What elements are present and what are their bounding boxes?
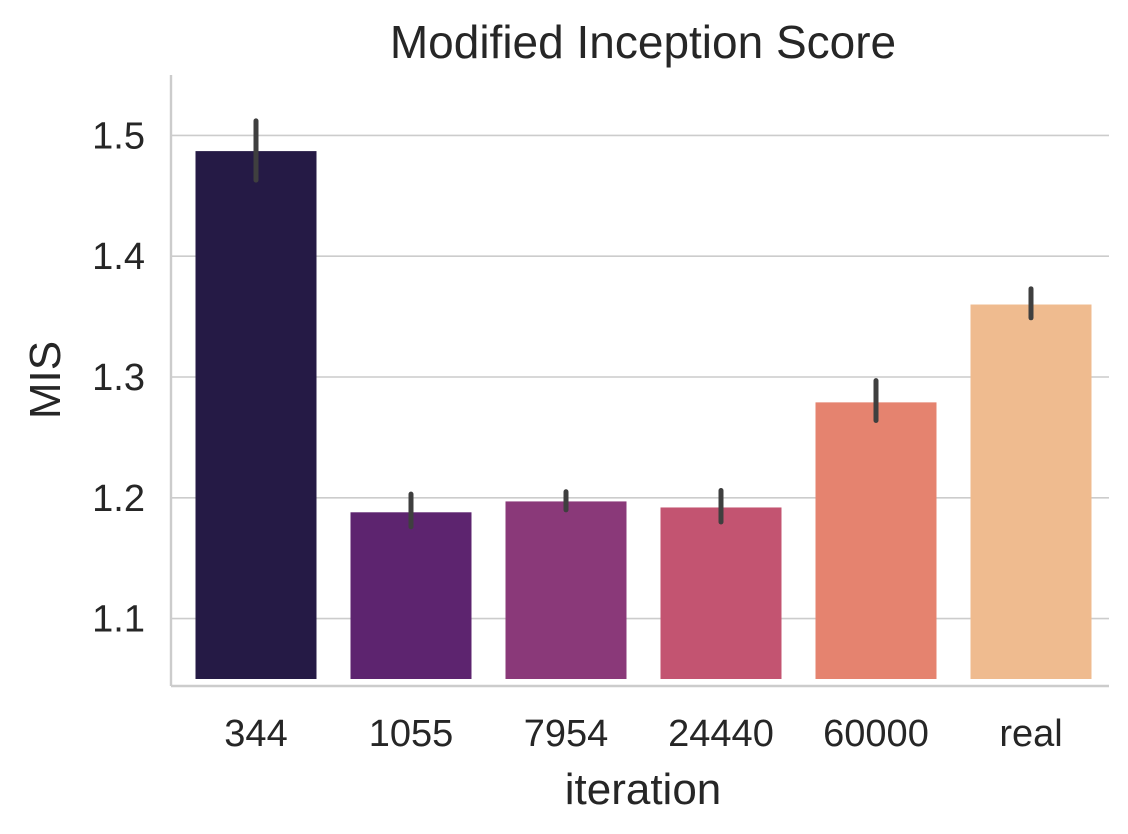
error-bars <box>253 118 1034 530</box>
bar-60000 <box>815 402 937 679</box>
y-tick-labels: 1.1 1.2 1.3 1.4 1.5 <box>92 115 145 640</box>
x-tick-label: 1055 <box>369 713 454 755</box>
x-tick-label: 60000 <box>823 713 929 755</box>
chart-title: Modified Inception Score <box>390 16 896 68</box>
bar-real <box>970 304 1092 679</box>
x-tick-label: 344 <box>224 713 287 755</box>
y-tick-label: 1.3 <box>92 357 145 399</box>
bar-24440 <box>660 507 782 679</box>
bars <box>195 151 1092 679</box>
y-tick-label: 1.4 <box>92 236 145 278</box>
y-axis-label: MIS <box>21 341 70 419</box>
y-tick-label: 1.2 <box>92 478 145 520</box>
x-axis-label: iteration <box>565 765 722 814</box>
y-tick-label: 1.1 <box>92 599 145 641</box>
x-tick-label: real <box>999 713 1062 755</box>
y-tick-label: 1.5 <box>92 115 145 157</box>
bar-1055 <box>350 512 472 679</box>
x-tick-labels: 344 1055 7954 24440 60000 real <box>224 713 1062 755</box>
bar-344 <box>195 151 317 679</box>
bar-7954 <box>505 501 627 679</box>
x-tick-label: 24440 <box>668 713 774 755</box>
grid-lines <box>171 134 1109 620</box>
x-tick-label: 7954 <box>524 713 609 755</box>
